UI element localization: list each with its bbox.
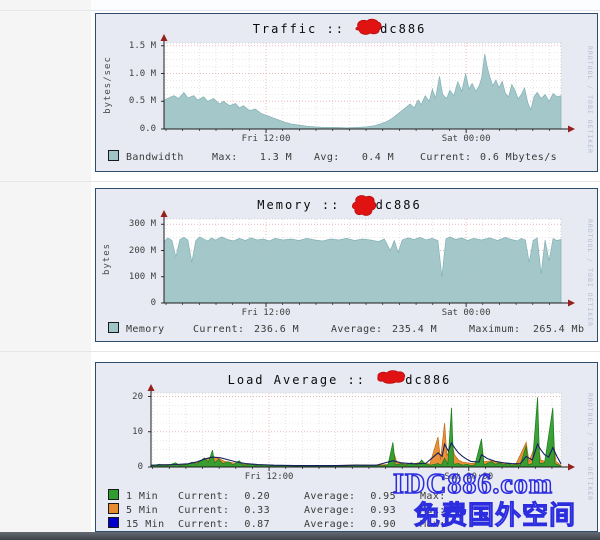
traffic-plot-area — [159, 34, 576, 140]
stat-key: Average: — [304, 491, 356, 502]
red-scribble-redaction — [375, 370, 406, 386]
graph-title-prefix: Load Average :: — [227, 373, 366, 387]
load-graph-panel[interactable]: Load Average :: dc886 RRDTOOL / TOBI OET… — [95, 362, 598, 532]
row-separator — [0, 181, 600, 182]
y-tick-label: 1.0 M — [128, 68, 156, 79]
legend-label: Memory — [126, 324, 165, 335]
traffic-graph-panel[interactable]: Traffic :: dc886 bytes/sec RRDTOOL / TOB… — [95, 13, 598, 172]
y-tick-label: 0.5 M — [128, 96, 156, 107]
stat-value: 0.20 — [244, 491, 270, 502]
stat-key: Max: — [420, 505, 446, 516]
traffic-graph-title: Traffic :: dc886 — [96, 18, 583, 36]
y-tick-label: 100 M — [128, 271, 156, 282]
stat-key: Max: — [420, 519, 446, 530]
chart-svg — [147, 384, 575, 471]
load-graph-title: Load Average :: dc886 — [96, 370, 583, 387]
stat-key: Current: — [178, 491, 230, 502]
memory-plot-area — [159, 210, 576, 314]
y-tick-label: 200 M — [128, 245, 156, 256]
graph-title-host: dc886 — [375, 198, 422, 212]
stat-value: 0.87 — [244, 519, 270, 530]
y-tick-label: 20 — [132, 391, 143, 402]
stat-value: 235.4 M — [392, 324, 437, 335]
stat-key: Average: — [304, 519, 356, 530]
x-tick-label: Sat 00:00 — [441, 308, 491, 318]
x-tick-label: Fri 12:00 — [241, 134, 291, 144]
legend-label: Bandwidth — [126, 152, 184, 163]
y-tick-label: 300 M — [128, 219, 156, 230]
load-legend-row-15min: 15 Min Current: 0.87 Average: 0.90 Max: — [108, 517, 448, 530]
1min-swatch — [108, 489, 119, 500]
chart-svg — [160, 210, 575, 307]
stat-key: Average: — [304, 505, 356, 516]
x-tick-label: Fri 12:00 — [241, 308, 291, 318]
x-tick-label: Sat 00:00 — [441, 134, 491, 144]
red-scribble-redaction — [354, 18, 382, 35]
stat-key: Max: — [212, 152, 238, 163]
y-axis-unit-label: bytes — [102, 242, 112, 276]
stat-value: 0.33 — [244, 505, 270, 516]
stat-key: Average: — [331, 324, 383, 335]
traffic-legend-row: Bandwidth Max: 1.3 M Avg: 0.4 M Current: 0.6 M… — [108, 150, 557, 163]
series-1-min — [150, 397, 562, 468]
y-tick-label: 0 — [150, 298, 156, 308]
x-tick-label: Sat 00:00 — [444, 472, 494, 482]
stat-key: Avg: — [314, 152, 340, 163]
stat-key: Current: — [178, 519, 230, 530]
watermark-chinese: 免费国外空间 — [413, 501, 577, 532]
watermark-idc886: IDC886.com — [392, 468, 554, 501]
stat-value: 265.4 Mb — [533, 324, 585, 335]
stat-key: Current: — [178, 505, 230, 516]
stat-value: 0.4 M — [361, 152, 394, 163]
rrdtool-credit: RRDTOOL / TOBI OETIKER — [586, 219, 594, 328]
row-separator — [0, 10, 600, 11]
load-legend-row-1min: 1 Min Current: 0.20 Average: 0.95 Max: — [108, 489, 448, 502]
load-plot-area — [146, 384, 576, 478]
legend-label: 1 Min — [126, 491, 159, 502]
memory-graph-title: Memory :: dc886 — [96, 195, 583, 216]
stat-key: Max: — [420, 491, 446, 502]
15min-swatch — [108, 517, 119, 528]
bottom-bar — [0, 532, 600, 540]
y-tick-label: 10 — [132, 426, 143, 437]
series-5-min — [150, 422, 562, 468]
legend-label: 5 Min — [126, 505, 159, 516]
x-tick-label: Fri 12:00 — [244, 472, 294, 482]
chart-svg — [160, 34, 575, 133]
stat-key: Maximum: — [469, 324, 521, 335]
stat-key: Current: — [420, 152, 472, 163]
legend-label: 15 Min — [126, 519, 165, 530]
y-tick-label: 0.0 — [139, 124, 156, 134]
rrdtool-credit: RRDTOOL / TOBI OETIKER — [586, 46, 594, 155]
graph-title-prefix: Memory :: — [257, 198, 341, 212]
stat-key: Current: — [193, 324, 245, 335]
top-strip — [91, 0, 600, 10]
graph-title-host: dc886 — [380, 22, 427, 36]
series-15-min — [150, 441, 562, 467]
memory-swatch — [108, 322, 119, 333]
memory-legend-row: Memory Current: 236.6 M Average: 235.4 M Maxi… — [108, 322, 584, 335]
5min-swatch — [108, 503, 119, 514]
series-memory — [163, 236, 562, 304]
stat-value: 0.95 — [370, 491, 396, 502]
load-legend-row-5min: 5 Min Current: 0.33 Average: 0.93 Max: — [108, 503, 448, 516]
y-tick-label: 1.5 M — [128, 40, 156, 51]
stat-value: 0.93 — [370, 505, 396, 516]
series-bandwidth — [163, 54, 562, 130]
stat-value: 1.3 M — [259, 152, 292, 163]
memory-graph-panel[interactable]: Memory :: dc886 bytes RRDTOOL / TOBI OET… — [95, 188, 598, 342]
y-tick-label: 0 — [137, 462, 143, 472]
red-scribble-redaction — [350, 195, 376, 216]
graph-title-prefix: Traffic :: — [252, 22, 345, 36]
row-separator — [0, 351, 600, 352]
stat-value: 0.90 — [370, 519, 396, 530]
left-label-column — [0, 0, 91, 533]
bandwidth-swatch — [108, 150, 119, 161]
rrdtool-credit: RRDTOOL / TOBI OETIKER — [586, 393, 594, 502]
graph-title-host: dc886 — [405, 373, 452, 387]
stat-value: 0.6 Mbytes/s — [480, 152, 558, 163]
stat-value: 236.6 M — [254, 324, 299, 335]
